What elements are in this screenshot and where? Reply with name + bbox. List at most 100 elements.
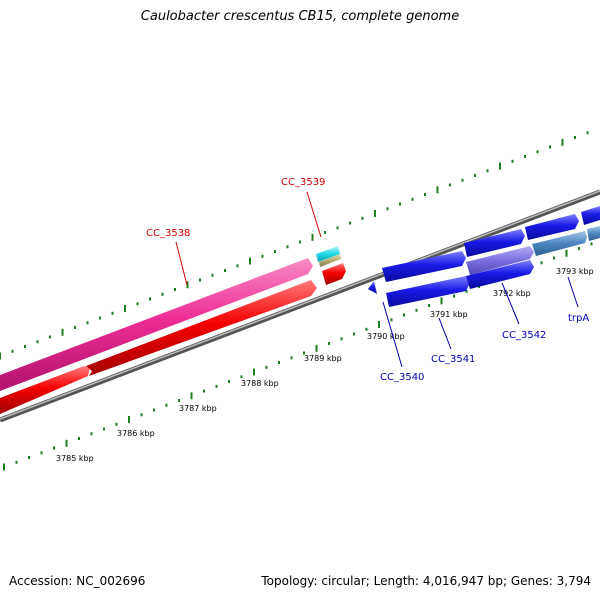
major-tick bbox=[0, 352, 1, 360]
gene-labels: CC_3538 CC_3539 CC_3540 CC_3541 CC_3542 … bbox=[146, 177, 589, 383]
label-cc3539: CC_3539 bbox=[281, 177, 325, 188]
major-tick bbox=[499, 162, 501, 170]
scale-label-3785: 3785 kbp bbox=[56, 454, 94, 463]
minor-tick bbox=[536, 150, 539, 154]
minor-tick bbox=[586, 131, 589, 135]
minor-tick bbox=[540, 261, 543, 265]
scale-label-3790: 3790 kbp bbox=[367, 332, 405, 341]
gene-cc3540-small[interactable] bbox=[368, 281, 377, 294]
minor-tick bbox=[211, 273, 214, 277]
scale-label-3792: 3792 kbp bbox=[493, 289, 531, 298]
label-cc3538: CC_3538 bbox=[146, 228, 190, 239]
accession-text: Accession: NC_002696 bbox=[9, 574, 146, 588]
gene-trpA-steel[interactable] bbox=[587, 226, 600, 241]
gene-tan[interactable] bbox=[319, 254, 341, 267]
major-tick bbox=[128, 416, 130, 423]
minor-tick bbox=[340, 337, 343, 341]
scale-label-3787: 3787 kbp bbox=[179, 404, 217, 413]
minor-tick bbox=[290, 356, 293, 360]
minor-tick bbox=[286, 245, 289, 249]
minor-tick bbox=[224, 269, 226, 272]
major-tick bbox=[440, 297, 443, 305]
gene-blue-mid[interactable] bbox=[464, 229, 525, 257]
minor-tick bbox=[428, 304, 430, 307]
label-cc3542: CC_3542 bbox=[502, 330, 546, 341]
minor-tick bbox=[553, 256, 555, 260]
minor-tick bbox=[115, 422, 118, 426]
scale-label-3791: 3791 kbp bbox=[430, 310, 468, 319]
minor-tick bbox=[399, 202, 401, 206]
minor-tick bbox=[461, 178, 464, 182]
gene-blue-mid2[interactable] bbox=[466, 260, 534, 289]
scale-label-3789: 3789 kbp bbox=[304, 354, 342, 363]
minor-tick bbox=[453, 294, 455, 298]
major-tick bbox=[561, 138, 564, 146]
minor-tick bbox=[524, 155, 526, 158]
minor-tick bbox=[149, 297, 151, 301]
minor-tick bbox=[178, 399, 180, 402]
minor-tick bbox=[336, 226, 339, 230]
minor-tick bbox=[174, 288, 176, 291]
gene-cyan[interactable] bbox=[316, 246, 340, 262]
minor-tick bbox=[578, 247, 580, 250]
minor-tick bbox=[165, 403, 168, 407]
minor-tick bbox=[153, 408, 155, 412]
minor-tick bbox=[274, 250, 276, 253]
minor-tick bbox=[236, 264, 239, 268]
gene-cc3540[interactable] bbox=[382, 251, 466, 282]
minor-tick bbox=[140, 413, 143, 417]
gene-trpA[interactable] bbox=[581, 206, 600, 225]
gene-red-long[interactable] bbox=[86, 280, 317, 376]
minor-tick bbox=[28, 456, 30, 459]
gene-cc3541-purple[interactable] bbox=[466, 246, 534, 275]
gene-cc3541[interactable] bbox=[386, 276, 470, 307]
minor-tick bbox=[15, 460, 18, 464]
major-tick bbox=[436, 186, 439, 194]
major-tick bbox=[61, 328, 64, 336]
minor-tick bbox=[215, 384, 218, 388]
major-tick bbox=[378, 321, 380, 328]
minor-tick bbox=[390, 318, 393, 322]
gene-cc3539-red[interactable] bbox=[0, 366, 90, 414]
label-cc3541: CC_3541 bbox=[431, 354, 475, 365]
minor-tick bbox=[415, 308, 418, 312]
minor-tick bbox=[474, 174, 476, 177]
scale-labels: 3785 kbp 3786 kbp 3787 kbp 3788 kbp 3789… bbox=[56, 267, 594, 463]
minor-tick bbox=[49, 335, 51, 339]
gene-red-small[interactable] bbox=[322, 263, 346, 285]
minor-tick bbox=[386, 207, 389, 211]
minor-tick bbox=[78, 437, 80, 440]
scale-label-3788: 3788 kbp bbox=[241, 379, 279, 388]
minor-tick bbox=[240, 375, 243, 379]
minor-tick bbox=[199, 278, 201, 282]
minor-tick bbox=[111, 311, 114, 315]
major-tick bbox=[565, 249, 568, 257]
minor-tick bbox=[511, 159, 514, 163]
minor-tick bbox=[86, 321, 89, 325]
major-tick bbox=[3, 463, 5, 471]
minor-tick bbox=[24, 345, 26, 348]
minor-tick bbox=[353, 332, 355, 336]
label-cc3540: CC_3540 bbox=[380, 372, 424, 383]
gene-cc3542-steel[interactable] bbox=[532, 231, 587, 256]
genome-summary-text: Topology: circular; Length: 4,016,947 bp… bbox=[261, 574, 591, 588]
scale-label-3786: 3786 kbp bbox=[117, 429, 155, 438]
gene-cc3538-pink[interactable] bbox=[0, 258, 313, 391]
map-title: Caulobacter crescentus CB15, complete ge… bbox=[140, 9, 460, 24]
minor-tick bbox=[265, 365, 268, 369]
minor-tick bbox=[574, 136, 576, 139]
scale-label-3793: 3793 kbp bbox=[556, 267, 594, 276]
major-tick bbox=[249, 257, 251, 265]
minor-tick bbox=[99, 316, 101, 320]
major-tick bbox=[253, 368, 255, 376]
minor-tick bbox=[361, 216, 364, 220]
minor-tick bbox=[74, 326, 76, 329]
minor-tick bbox=[203, 389, 205, 393]
minor-tick bbox=[11, 349, 14, 353]
minor-tick bbox=[103, 427, 105, 431]
minor-tick bbox=[90, 432, 93, 436]
genome-backbone bbox=[0, 189, 600, 423]
minor-tick bbox=[590, 242, 593, 246]
minor-tick bbox=[549, 145, 551, 149]
gene-cc3542[interactable] bbox=[525, 214, 579, 240]
